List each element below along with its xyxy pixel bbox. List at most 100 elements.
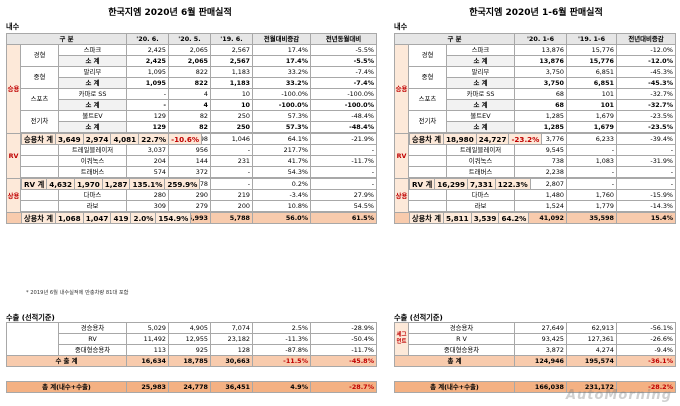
grand-total-label: 총 계(내수+수출)	[6, 381, 127, 393]
value-cell: -87.8%	[252, 344, 311, 356]
category-cell	[20, 189, 59, 201]
value-cell: -45.3%	[616, 66, 676, 78]
value-cell: -7.4%	[310, 77, 377, 89]
value-cell: 219	[210, 189, 253, 201]
value-cell: -9.4%	[616, 344, 676, 356]
value-cell: -50.4%	[310, 333, 377, 345]
value-cell: 290	[168, 189, 211, 201]
footnote: * 2019년 6월 내수실적에 만충차량 81대 포함	[26, 290, 129, 296]
grand-total-ytd-value: 166,038	[514, 381, 567, 393]
value-cell: -48.4%	[310, 110, 377, 122]
group-total-value: 4,081	[110, 133, 140, 145]
group-total-label: 승용차 계	[21, 133, 56, 145]
value-cell: 12,955	[168, 333, 211, 345]
value-cell: -56.1%	[616, 322, 676, 334]
group-total-value: 2.0%	[130, 212, 157, 224]
group-total-value: 4,632	[46, 178, 75, 190]
category-cell	[408, 144, 447, 156]
ytd-sales-table: 구 분 '20. 1-6'19. 1-6 전년대비증감 승용 경형 스파크 13,876 15…	[394, 33, 676, 224]
header-col: '20. 1-6	[514, 33, 567, 45]
group-total-value: -23.2%	[508, 133, 543, 145]
value-cell: 250	[210, 110, 253, 122]
value-cell: -	[310, 178, 377, 190]
export-total-value: -36.1%	[616, 355, 676, 367]
value-cell: 3,750	[514, 77, 567, 89]
category-cell	[20, 144, 59, 156]
grand-total-ytd-value: -28.2%	[616, 381, 676, 393]
table-row: 전기차 볼트EV 129 82 250 57.3% -48.4%	[7, 110, 377, 133]
watermark: AutoMorning	[565, 388, 672, 403]
table-row: 소 계 1,095 822 1,183 33.2% -7.4%	[7, 77, 377, 89]
value-cell: -28.9%	[310, 322, 377, 334]
grand-total-value: 25,983	[126, 381, 169, 393]
category-cell: 경형	[20, 44, 59, 67]
value-cell: 2,425	[126, 44, 169, 56]
value-cell: 62,913	[566, 322, 617, 334]
value-cell: 2,238	[514, 166, 567, 178]
domestic-label-right: 내수	[394, 22, 408, 31]
group-total-label: 승용차 계	[409, 133, 444, 145]
value-cell: 13,876	[514, 44, 567, 56]
model-label: 트래버스	[58, 166, 127, 178]
group-total-value: 154.9%	[155, 212, 192, 224]
model-label: 볼트EV	[58, 110, 127, 122]
grand-total-value: 24,778	[168, 381, 211, 393]
export-total-value: -45.8%	[310, 355, 377, 367]
segment-name: RV	[58, 333, 127, 345]
group-total-value: 18,980	[442, 133, 477, 145]
value-cell: 6,851	[566, 77, 617, 89]
model-label: 소 계	[58, 77, 127, 89]
value-cell: -	[616, 166, 676, 178]
model-label: 소 계	[58, 121, 127, 133]
group-label: 승용	[6, 44, 21, 134]
value-cell: -100.0%	[310, 88, 377, 100]
group-label: 상용	[6, 178, 21, 213]
value-cell: 7,074	[210, 322, 253, 334]
table-row: 소 계 1,285 1,679 -23.5%	[395, 121, 676, 133]
group-total-value: 7,331	[466, 178, 496, 190]
value-cell: -	[126, 99, 169, 111]
header-col: 전년대비증감	[616, 33, 676, 45]
table-row: 트래버스 574 372-54.3% -	[7, 166, 377, 178]
value-cell: -23.5%	[616, 121, 676, 133]
group-total-value: 122.3%	[494, 178, 531, 190]
model-label: 스파크	[446, 44, 515, 56]
export-label-right: 수출 (선적기준)	[394, 313, 443, 322]
group-total-label: RV 계	[408, 178, 436, 190]
value-cell: 1,524	[514, 200, 567, 212]
export-label-left: 수출 (선적기준)	[6, 313, 55, 322]
value-cell: -26.6%	[616, 333, 676, 345]
value-cell: 1,679	[566, 121, 617, 133]
value-cell: 10	[210, 99, 253, 111]
value-cell: 33.2%	[252, 77, 311, 89]
domestic-total-value: 56.0%	[252, 212, 311, 224]
value-cell: 217.7%	[252, 144, 311, 156]
table-row: 소 계 2,425 2,065 2,567 17.4% -5.5%	[7, 55, 377, 67]
header-col: '19. 1-6	[566, 33, 617, 45]
value-cell: -	[210, 144, 253, 156]
value-cell: 128	[210, 344, 253, 356]
grand-total-ytd-row: 총 계(내수+수출) 166,038 231,172 -28.2%	[394, 381, 676, 393]
value-cell: 15,776	[566, 44, 617, 56]
model-label: 카마로 SS	[446, 88, 515, 100]
value-cell: 33.2%	[252, 66, 311, 78]
value-cell: -	[310, 166, 377, 178]
grand-total-value: -28.7%	[310, 381, 377, 393]
domestic-total-value: 5,788	[210, 212, 253, 224]
model-label: 소 계	[446, 77, 515, 89]
value-cell: -	[616, 144, 676, 156]
value-cell: 4	[168, 99, 211, 111]
table-row: 라보 309 279 200 10.8% 54.5%	[7, 200, 377, 212]
table-row: 소 계 -4 10 -100.0% -100.0%	[7, 99, 377, 111]
table-row: 이쿼녹스 738 1,083 -31.9%	[395, 155, 676, 167]
group-total-value: -10.6%	[168, 133, 203, 145]
group-label: 승용	[394, 44, 409, 134]
value-cell: 41.7%	[252, 155, 311, 167]
value-cell: 68	[514, 99, 567, 111]
value-cell: 101	[566, 99, 617, 111]
value-cell: 1,183	[210, 66, 253, 78]
value-cell: 2,567	[210, 55, 253, 67]
group-total-value: 259.9%	[164, 178, 201, 190]
group-total-label: RV 계	[20, 178, 48, 190]
table-row: 중대형승용차 113 925 128 -87.8% -11.7%	[7, 344, 377, 356]
